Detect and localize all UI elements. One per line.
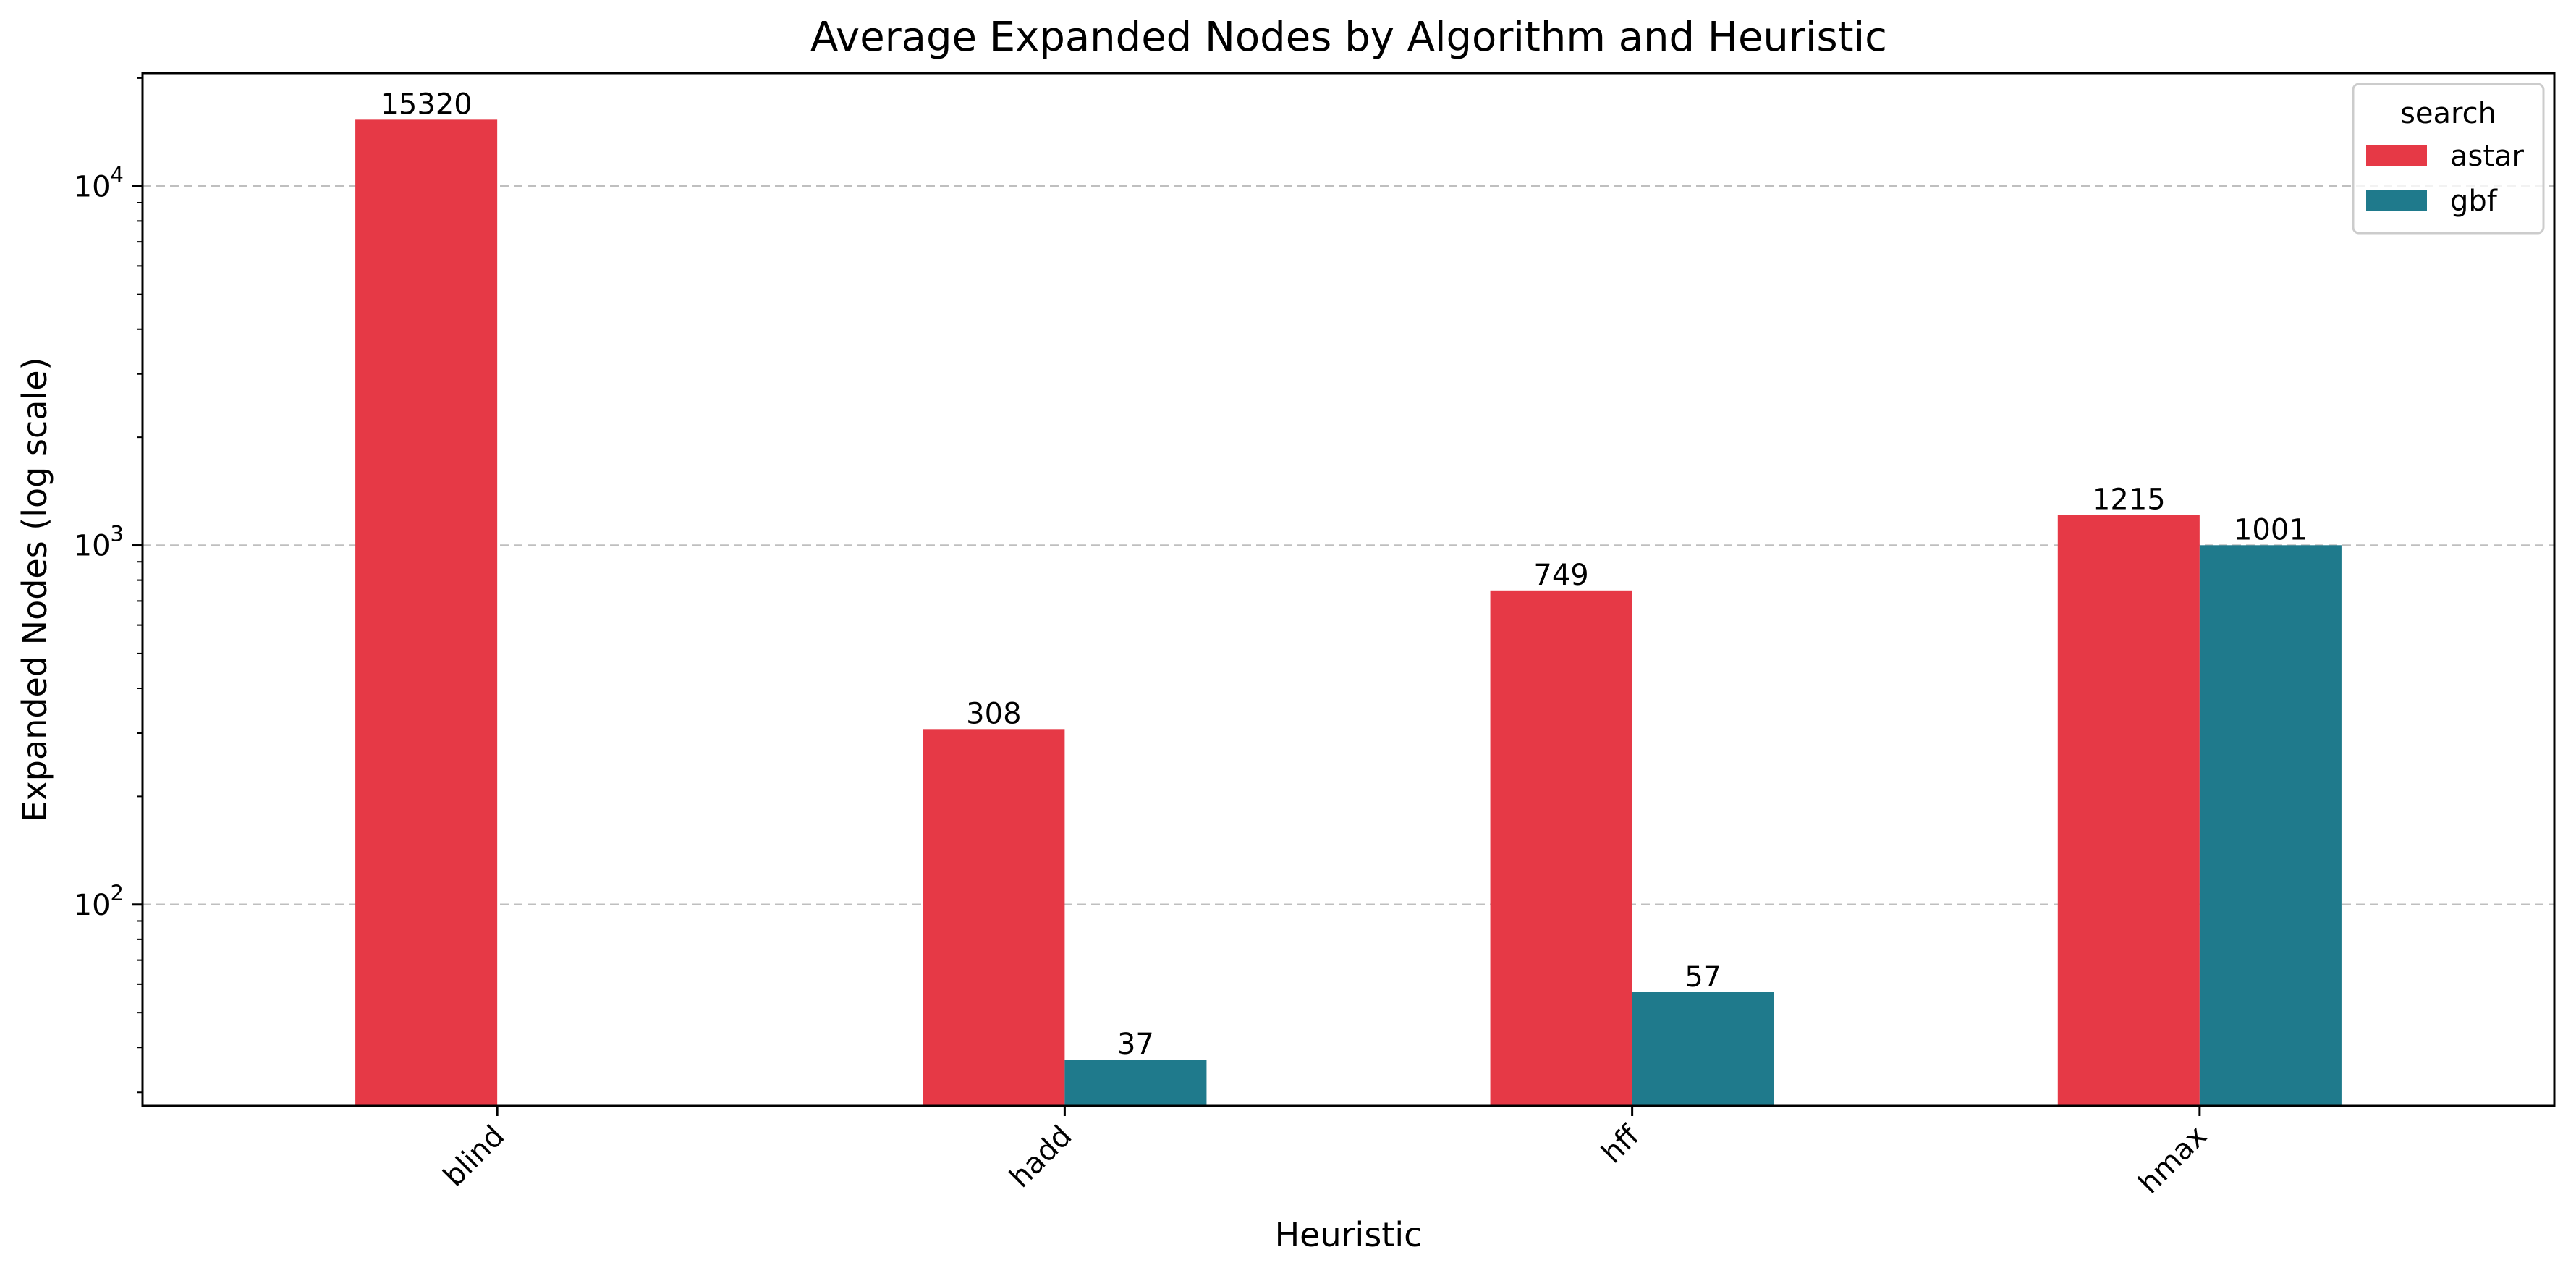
plot-area-frame — [141, 72, 2556, 1107]
bar-astar-hff — [1490, 590, 1632, 1106]
bar-value-label: 37 — [1117, 1028, 1154, 1061]
bar-value-label: 749 — [1533, 559, 1588, 592]
bar-value-labels: 15320 308 37 749 57 1215 1001 — [380, 88, 2307, 1061]
bar-value-label: 15320 — [380, 88, 472, 121]
bar-gbf-hadd — [1064, 1060, 1207, 1106]
bar-value-label: 57 — [1685, 960, 1721, 994]
bar-gbf-hmax — [2199, 545, 2342, 1106]
legend-title: search — [2400, 97, 2496, 130]
bar-astar-blind — [355, 119, 498, 1106]
legend-swatch-gbf — [2366, 190, 2427, 211]
legend: search astar gbf — [2352, 83, 2545, 235]
bars — [355, 119, 2342, 1106]
y-tick-exponent: 3 — [111, 522, 124, 546]
y-tick-exponent: 2 — [111, 881, 124, 905]
bar-astar-hmax — [2057, 515, 2200, 1106]
bar-astar-hadd — [923, 729, 1065, 1106]
legend-items: astar gbf — [2366, 140, 2525, 218]
y-axis-label: Expanded Nodes (log scale) — [15, 358, 54, 822]
chart-title: Average Expanded Nodes by Algorithm and … — [810, 14, 1887, 61]
legend-label-gbf: gbf — [2450, 185, 2498, 218]
x-axis-label: Heuristic — [1275, 1215, 1423, 1254]
legend-label-astar: astar — [2450, 140, 2525, 173]
bar-value-label: 1001 — [2234, 513, 2308, 546]
legend-swatch-astar — [2366, 145, 2427, 166]
bar-value-label: 1215 — [2092, 483, 2166, 517]
bar-gbf-hff — [1632, 992, 1774, 1106]
y-tick-exponent: 4 — [111, 162, 124, 187]
bar-value-label: 308 — [966, 697, 1021, 730]
